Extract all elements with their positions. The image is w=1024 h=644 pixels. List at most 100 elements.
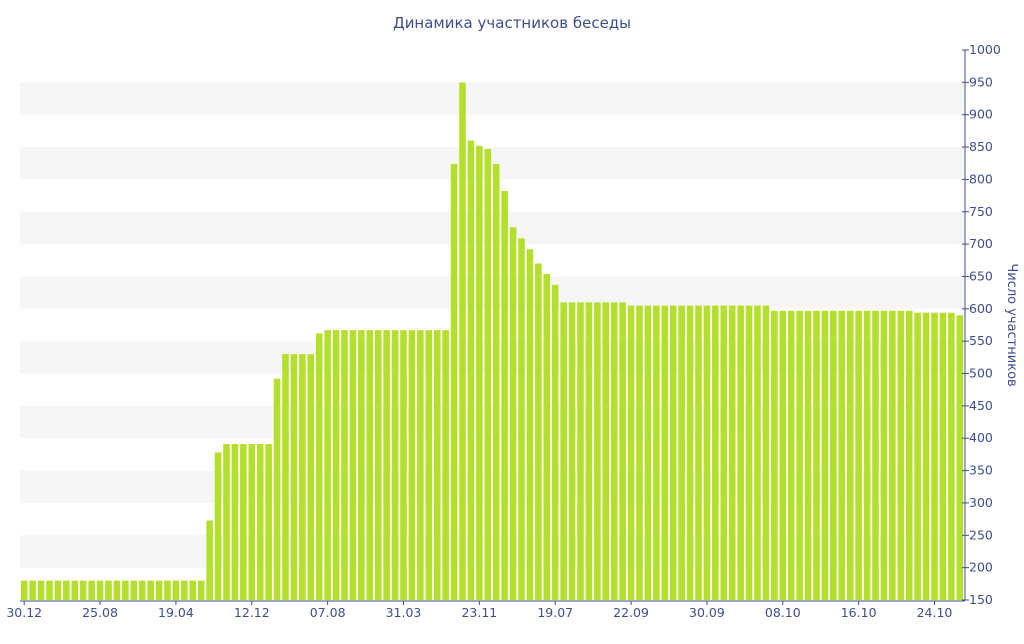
- bar[interactable]: [113, 580, 121, 600]
- bar[interactable]: [577, 302, 584, 600]
- bar[interactable]: [695, 305, 702, 600]
- bar[interactable]: [728, 305, 736, 600]
- bar[interactable]: [492, 163, 500, 600]
- bar[interactable]: [661, 305, 669, 600]
- bar[interactable]: [248, 444, 256, 600]
- bar[interactable]: [181, 580, 188, 600]
- bar[interactable]: [290, 354, 298, 600]
- bar[interactable]: [374, 330, 382, 600]
- bar[interactable]: [762, 305, 770, 600]
- bar[interactable]: [712, 305, 719, 600]
- bar[interactable]: [240, 444, 247, 600]
- bar[interactable]: [223, 444, 230, 600]
- bar[interactable]: [846, 310, 854, 600]
- bar[interactable]: [863, 310, 871, 600]
- bar[interactable]: [467, 140, 475, 600]
- bar[interactable]: [560, 302, 567, 600]
- bar[interactable]: [400, 330, 407, 600]
- bar[interactable]: [147, 580, 154, 600]
- bar[interactable]: [948, 312, 955, 600]
- bar[interactable]: [653, 305, 660, 600]
- bar[interactable]: [897, 310, 905, 600]
- bar[interactable]: [96, 580, 104, 600]
- bar[interactable]: [737, 305, 744, 600]
- bar[interactable]: [720, 305, 728, 600]
- bar[interactable]: [256, 444, 264, 600]
- bar[interactable]: [636, 305, 643, 600]
- bar[interactable]: [417, 330, 424, 600]
- bar[interactable]: [299, 354, 306, 600]
- bar[interactable]: [332, 330, 340, 600]
- bar[interactable]: [391, 330, 399, 600]
- bar[interactable]: [771, 310, 778, 600]
- bar[interactable]: [830, 310, 837, 600]
- bar[interactable]: [425, 330, 433, 600]
- bar[interactable]: [526, 249, 534, 601]
- bar[interactable]: [459, 82, 466, 601]
- bar[interactable]: [922, 312, 930, 600]
- bar[interactable]: [358, 330, 365, 600]
- bar[interactable]: [54, 580, 62, 600]
- bar[interactable]: [476, 145, 483, 600]
- bar[interactable]: [231, 444, 239, 600]
- bar[interactable]: [931, 312, 938, 600]
- bar[interactable]: [535, 263, 542, 600]
- bar[interactable]: [105, 580, 112, 600]
- bar[interactable]: [155, 580, 163, 600]
- bar[interactable]: [914, 312, 921, 600]
- bar[interactable]: [71, 580, 79, 600]
- bar[interactable]: [197, 580, 205, 600]
- bar[interactable]: [855, 310, 862, 600]
- bar[interactable]: [138, 580, 146, 600]
- bar[interactable]: [122, 580, 129, 600]
- bar[interactable]: [686, 305, 694, 600]
- bar[interactable]: [703, 305, 711, 600]
- bar[interactable]: [939, 312, 947, 600]
- bar[interactable]: [172, 580, 180, 600]
- bar[interactable]: [307, 354, 315, 600]
- bar[interactable]: [610, 302, 618, 600]
- bar[interactable]: [206, 520, 213, 600]
- bar[interactable]: [551, 284, 559, 600]
- bar[interactable]: [518, 238, 525, 601]
- bar[interactable]: [872, 310, 879, 600]
- bar[interactable]: [189, 580, 197, 600]
- bar[interactable]: [745, 305, 753, 600]
- bar[interactable]: [324, 330, 331, 600]
- bar[interactable]: [450, 163, 458, 600]
- bar[interactable]: [130, 580, 138, 600]
- bar[interactable]: [821, 310, 829, 600]
- bar[interactable]: [880, 310, 888, 600]
- bar[interactable]: [804, 310, 812, 600]
- bar[interactable]: [602, 302, 610, 600]
- bar[interactable]: [889, 310, 896, 600]
- bar[interactable]: [282, 354, 289, 600]
- bar[interactable]: [37, 580, 45, 600]
- bar[interactable]: [585, 302, 593, 600]
- bar[interactable]: [164, 580, 171, 600]
- bar[interactable]: [644, 305, 652, 600]
- bar[interactable]: [509, 227, 517, 601]
- bar[interactable]: [787, 310, 795, 600]
- bar[interactable]: [754, 305, 761, 600]
- bar[interactable]: [501, 191, 508, 600]
- bar[interactable]: [568, 302, 576, 600]
- bar[interactable]: [905, 310, 913, 600]
- bar[interactable]: [63, 580, 70, 600]
- bar[interactable]: [442, 330, 449, 600]
- bar[interactable]: [813, 310, 820, 600]
- bar[interactable]: [20, 580, 28, 600]
- bar[interactable]: [366, 330, 374, 600]
- bar[interactable]: [273, 378, 281, 600]
- bar[interactable]: [956, 315, 964, 600]
- bar[interactable]: [779, 310, 787, 600]
- bar[interactable]: [408, 330, 416, 600]
- bar[interactable]: [433, 330, 441, 600]
- bar[interactable]: [383, 330, 390, 600]
- bar[interactable]: [669, 305, 677, 600]
- bar[interactable]: [796, 310, 803, 600]
- bar[interactable]: [678, 305, 685, 600]
- bar[interactable]: [29, 580, 36, 600]
- bar[interactable]: [594, 302, 601, 600]
- bar[interactable]: [265, 444, 272, 600]
